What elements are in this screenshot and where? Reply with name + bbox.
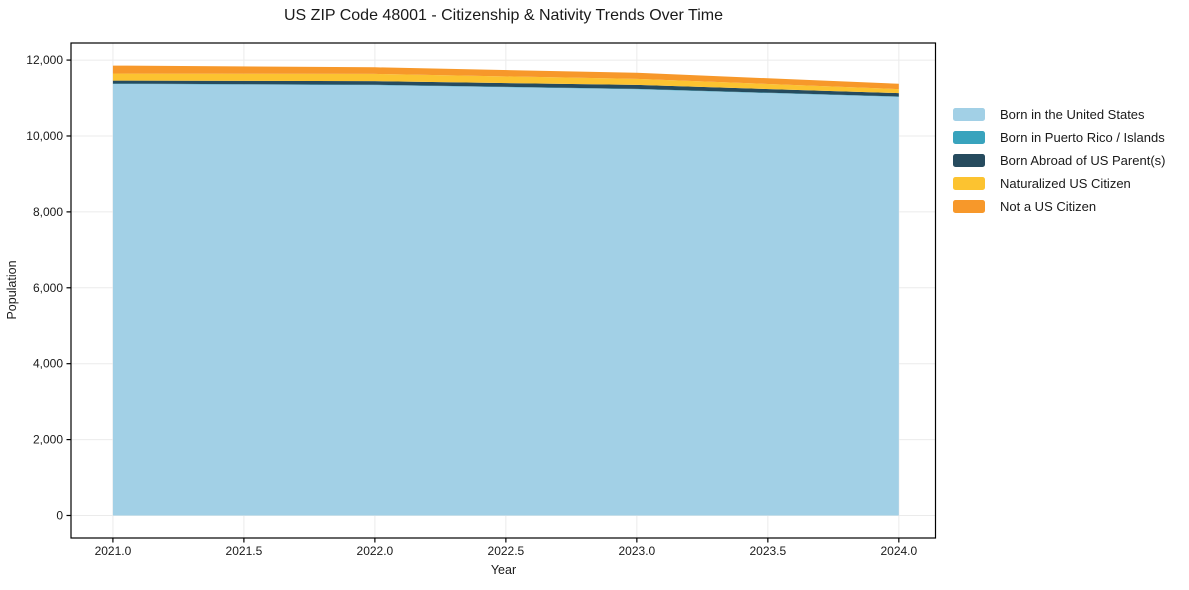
- y-tick-label: 2,000: [33, 433, 63, 447]
- legend-item-born-in-puerto-rico-islands: Born in Puerto Rico / Islands: [953, 126, 1165, 149]
- legend-swatch-icon: [953, 200, 985, 213]
- x-tick-label: 2024.0: [880, 544, 917, 558]
- y-tick-label: 6,000: [33, 281, 63, 295]
- legend-item-born-in-the-united-states: Born in the United States: [953, 103, 1165, 126]
- legend-label: Born in Puerto Rico / Islands: [1000, 130, 1165, 145]
- area-naturalized-us-citizen: [112, 73, 899, 94]
- area-born-abroad-of-us-parent-s: [112, 80, 899, 97]
- legend-item-born-abroad-of-us-parent-s: Born Abroad of US Parent(s): [953, 149, 1165, 172]
- x-tick-label: 2021.0: [95, 544, 132, 558]
- legend: Born in the United States Born in Puerto …: [953, 103, 1165, 218]
- y-tick-label: 10,000: [26, 129, 63, 143]
- y-tick-label: 12,000: [26, 53, 63, 67]
- legend-label: Not a US Citizen: [1000, 199, 1097, 214]
- x-tick-label: 2023.5: [749, 544, 786, 558]
- area-not-a-us-citizen: [112, 65, 899, 90]
- y-tick-label: 8,000: [33, 205, 63, 219]
- y-tick-label: 0: [56, 508, 63, 522]
- x-axis-label: Year: [490, 563, 517, 577]
- x-tick-label: 2023.0: [619, 544, 656, 558]
- y-axis-label: Population: [5, 260, 19, 320]
- chart-title: US ZIP Code 48001 - Citizenship & Nativi…: [284, 7, 723, 24]
- legend-swatch-icon: [953, 131, 985, 144]
- x-tick-label: 2021.5: [226, 544, 263, 558]
- legend-label: Born in the United States: [1000, 107, 1145, 122]
- x-tick-label: 2022.5: [488, 544, 525, 558]
- legend-swatch-icon: [953, 154, 985, 167]
- plot-border: [70, 42, 937, 539]
- x-tick-label: 2022.0: [357, 544, 394, 558]
- legend-swatch-icon: [953, 177, 985, 190]
- legend-item-not-a-us-citizen: Not a US Citizen: [953, 195, 1165, 218]
- legend-label: Born Abroad of US Parent(s): [1000, 153, 1166, 168]
- legend-swatch-icon: [953, 108, 985, 121]
- y-tick-label: 4,000: [33, 357, 63, 371]
- legend-item-naturalized-us-citizen: Naturalized US Citizen: [953, 172, 1165, 195]
- area-born-in-the-united-states: [112, 83, 899, 516]
- legend-label: Naturalized US Citizen: [1000, 176, 1131, 191]
